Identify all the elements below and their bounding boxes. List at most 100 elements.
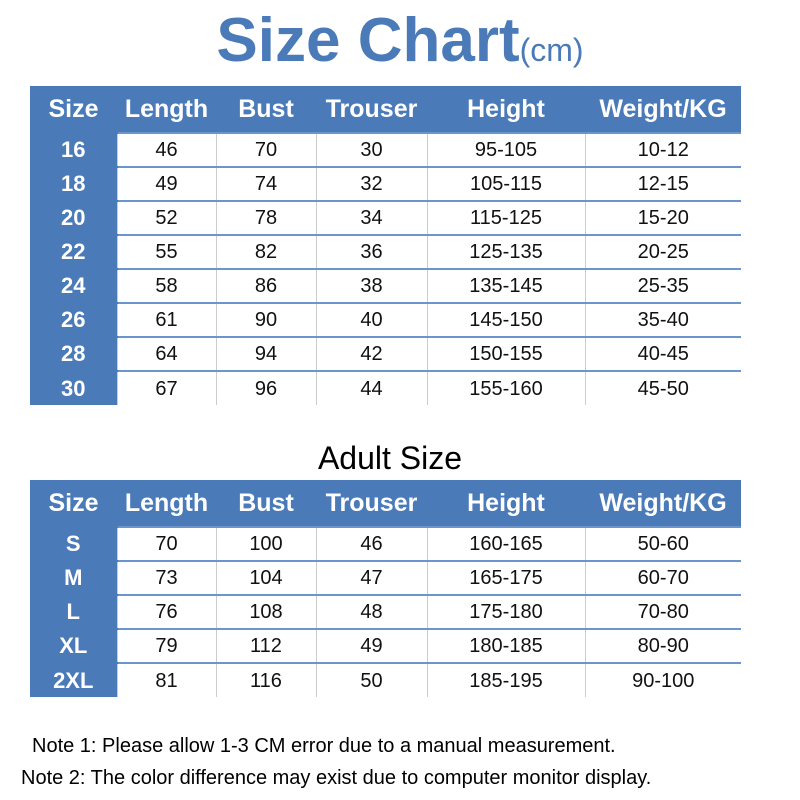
column-header: Bust [238, 489, 294, 517]
table-cell: 82 [215, 234, 316, 269]
size-cell: 22 [30, 234, 117, 269]
size-cell: L [30, 594, 117, 629]
table-cell: 38 [315, 268, 427, 303]
table-cell: 112 [215, 628, 316, 663]
table-cell: 46 [116, 132, 216, 167]
table-cell: 78 [215, 200, 316, 235]
size-cell: 18 [30, 166, 117, 201]
title-unit: (cm) [519, 32, 584, 68]
table-row: L 76 108 48 175-180 70-80 [30, 594, 741, 629]
table-cell: 160-165 [426, 526, 585, 561]
size-cell: 20 [30, 200, 117, 235]
adult-size-table: Size Length Bust Trouser Height Weight/KG S 70 1… [30, 480, 741, 697]
table-cell: 74 [215, 166, 316, 201]
table-row: 30 67 96 44 155-160 45-50 [30, 370, 741, 405]
table-cell: 15-20 [584, 200, 741, 235]
table-cell: 76 [116, 594, 216, 629]
table-cell: 70 [215, 132, 316, 167]
column-header: Trouser [325, 489, 418, 517]
table-cell: 64 [116, 336, 216, 371]
column-header: Length [124, 95, 209, 123]
table-row: 28 64 94 42 150-155 40-45 [30, 336, 741, 371]
column-header: Weight/KG [599, 489, 727, 517]
table-cell: 185-195 [426, 662, 585, 697]
column-header: Bust [238, 95, 294, 123]
table-cell: 58 [116, 268, 216, 303]
table-cell: 48 [315, 594, 427, 629]
page-title: Size Chart(cm) [0, 4, 800, 78]
size-cell: 30 [30, 370, 117, 405]
table-cell: 44 [315, 370, 427, 405]
table-cell: 34 [315, 200, 427, 235]
table-cell: 115-125 [426, 200, 585, 235]
table-cell: 79 [116, 628, 216, 663]
adult-size-heading: Adult Size [317, 440, 463, 476]
table-cell: 35-40 [584, 302, 741, 337]
column-header: Weight/KG [599, 95, 727, 123]
table-cell: 50 [315, 662, 427, 697]
table-cell: 55 [116, 234, 216, 269]
table-cell: 46 [315, 526, 427, 561]
table-cell: 40-45 [584, 336, 741, 371]
table-cell: 67 [116, 370, 216, 405]
size-cell: XL [30, 628, 117, 663]
table-cell: 90 [215, 302, 316, 337]
column-header: Size [48, 95, 99, 123]
column-header: Height [467, 95, 545, 123]
table-cell: 36 [315, 234, 427, 269]
table-cell: 90-100 [584, 662, 741, 697]
table-cell: 50-60 [584, 526, 741, 561]
table-cell: 94 [215, 336, 316, 371]
table-row: 16 46 70 30 95-105 10-12 [30, 132, 741, 167]
table-cell: 86 [215, 268, 316, 303]
size-cell: M [30, 560, 117, 595]
header-row: Size Length Bust Trouser Height Weight/KG [30, 86, 741, 133]
table-cell: 175-180 [426, 594, 585, 629]
table-cell: 20-25 [584, 234, 741, 269]
table-row: 2XL 81 116 50 185-195 90-100 [30, 662, 741, 697]
table-cell: 165-175 [426, 560, 585, 595]
table-row: 22 55 82 36 125-135 20-25 [30, 234, 741, 269]
table-cell: 10-12 [584, 132, 741, 167]
table-cell: 73 [116, 560, 216, 595]
table-row: M 73 104 47 165-175 60-70 [30, 560, 741, 595]
column-header: Trouser [325, 95, 418, 123]
column-header: Height [467, 489, 545, 517]
table-cell: 80-90 [584, 628, 741, 663]
table-cell: 61 [116, 302, 216, 337]
table-cell: 96 [215, 370, 316, 405]
table-row: 18 49 74 32 105-115 12-15 [30, 166, 741, 201]
table-cell: 108 [215, 594, 316, 629]
table-cell: 47 [315, 560, 427, 595]
table-cell: 155-160 [426, 370, 585, 405]
title-main: Size Chart [216, 6, 520, 75]
table-cell: 49 [116, 166, 216, 201]
size-cell: 2XL [30, 662, 117, 697]
table-cell: 52 [116, 200, 216, 235]
table-cell: 105-115 [426, 166, 585, 201]
table-cell: 104 [215, 560, 316, 595]
header-row: Size Length Bust Trouser Height Weight/KG [30, 480, 741, 527]
table-cell: 70-80 [584, 594, 741, 629]
table-cell: 32 [315, 166, 427, 201]
size-cell: 26 [30, 302, 117, 337]
table-cell: 81 [116, 662, 216, 697]
table-row: XL 79 112 49 180-185 80-90 [30, 628, 741, 663]
note-2: Note 2: The color difference may exist d… [21, 767, 652, 789]
table-row: 20 52 78 34 115-125 15-20 [30, 200, 741, 235]
table-cell: 145-150 [426, 302, 585, 337]
kids-size-table: Size Length Bust Trouser Height Weight/KG 16 46… [30, 86, 741, 405]
table-cell: 49 [315, 628, 427, 663]
table-cell: 125-135 [426, 234, 585, 269]
table-cell: 45-50 [584, 370, 741, 405]
table-cell: 30 [315, 132, 427, 167]
size-cell: S [30, 526, 117, 561]
table-cell: 135-145 [426, 268, 585, 303]
note-1: Note 1: Please allow 1-3 CM error due to… [32, 735, 616, 757]
table-cell: 116 [215, 662, 316, 697]
table-row: S 70 100 46 160-165 50-60 [30, 526, 741, 561]
column-header: Size [48, 489, 99, 517]
table-row: 26 61 90 40 145-150 35-40 [30, 302, 741, 337]
size-cell: 16 [30, 132, 117, 167]
table-cell: 150-155 [426, 336, 585, 371]
